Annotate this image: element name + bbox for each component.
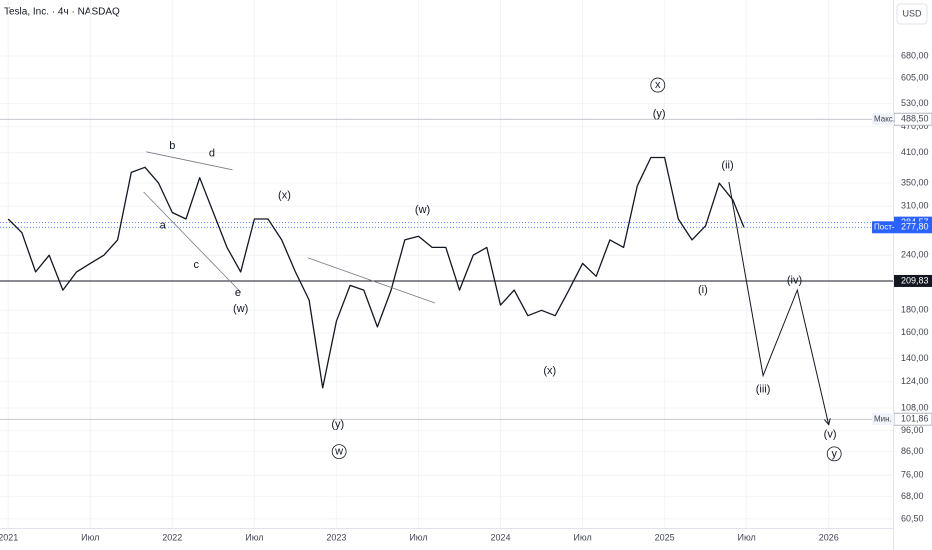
price-tag-label: 488,50	[901, 114, 929, 124]
wave-label: (x)	[543, 365, 556, 377]
y-tick-label: 96,00	[901, 425, 924, 435]
price-tag-label: 101,86	[901, 414, 929, 424]
wave-label: b	[169, 140, 175, 152]
price-tag-label: 277,80	[901, 222, 929, 232]
y-tick-label: 240,00	[901, 250, 929, 260]
wave-label: c	[193, 259, 199, 271]
price-tag-name: Макс.	[874, 114, 895, 123]
wave-label: a	[160, 220, 167, 232]
y-tick-label: 86,00	[901, 446, 924, 456]
wave-label: (ii)	[721, 160, 733, 172]
y-tick-label: 605,00	[901, 73, 929, 83]
price-tag-name-box	[872, 113, 894, 126]
y-tick-label: 530,00	[901, 98, 929, 108]
y-tick-label: 160,00	[901, 327, 929, 337]
projection-path	[728, 181, 829, 425]
y-tick-label: 680,00	[901, 50, 929, 60]
y-tick-label: 68,00	[901, 491, 924, 501]
x-tick-label: 2023	[326, 532, 346, 542]
y-tick-label: 124,00	[901, 376, 929, 386]
price-tag-name: Пост-	[874, 222, 895, 231]
wave-circle	[826, 446, 842, 462]
y-tick-label: 410,00	[901, 147, 929, 157]
wave-label: (iv)	[787, 275, 802, 287]
price-tag-name: Мин.	[874, 414, 892, 423]
price-line-series	[7, 156, 745, 389]
x-tick-label: Июл	[409, 532, 427, 542]
wave-label: (x)	[278, 189, 291, 201]
x-tick-label: 2022	[162, 532, 182, 542]
trendline	[143, 191, 241, 293]
y-tick-label: 140,00	[901, 353, 929, 363]
price-tag-name-box	[872, 221, 894, 234]
wave-label: (iii)	[756, 383, 771, 395]
price-tag	[894, 274, 932, 287]
currency-button[interactable]	[896, 3, 928, 25]
x-tick-label: Июл	[573, 532, 591, 542]
price-tag-name-box	[872, 413, 894, 426]
y-tick-label: 350,00	[901, 177, 929, 187]
x-tick-label: 2025	[655, 532, 675, 542]
price-tag-label: 209,83	[901, 275, 929, 285]
wave-label: y	[831, 448, 837, 460]
wave-label: w	[334, 446, 343, 458]
wave-label: d	[209, 148, 215, 160]
y-tick-label: 76,00	[901, 470, 924, 480]
wave-label: (w)	[415, 204, 430, 216]
currency[interactable]: USD	[902, 8, 922, 18]
x-tick-label: 2024	[491, 532, 511, 542]
wave-label: x	[655, 79, 661, 91]
trendline	[307, 257, 436, 304]
y-tick-label: 470,00	[901, 121, 929, 131]
symbol-title: Tesla, Inc. · 4ч · NASDAQ	[4, 7, 120, 18]
x-tick-label: Июл	[245, 532, 263, 542]
wave-label: (w)	[233, 303, 248, 315]
wave-label: (y)	[653, 108, 666, 120]
wave-label: (y)	[331, 419, 344, 431]
x-tick-label: Июл	[81, 532, 99, 542]
wave-circle	[650, 77, 666, 93]
y-tick-label: 60,50	[901, 513, 924, 523]
trendline	[146, 151, 233, 171]
wave-label: (i)	[698, 284, 708, 296]
y-tick-label: 310,00	[901, 201, 929, 211]
x-tick-label: 2026	[819, 532, 839, 542]
y-tick-label: 180,00	[901, 305, 929, 315]
price-tag	[894, 221, 932, 234]
x-tick-label: Июл	[738, 532, 756, 542]
wave-label: (v)	[824, 429, 837, 441]
y-tick-label: 108,00	[901, 402, 929, 412]
wave-circle	[331, 444, 347, 460]
wave-label: e	[235, 287, 241, 299]
x-tick-label: 2021	[0, 532, 18, 542]
